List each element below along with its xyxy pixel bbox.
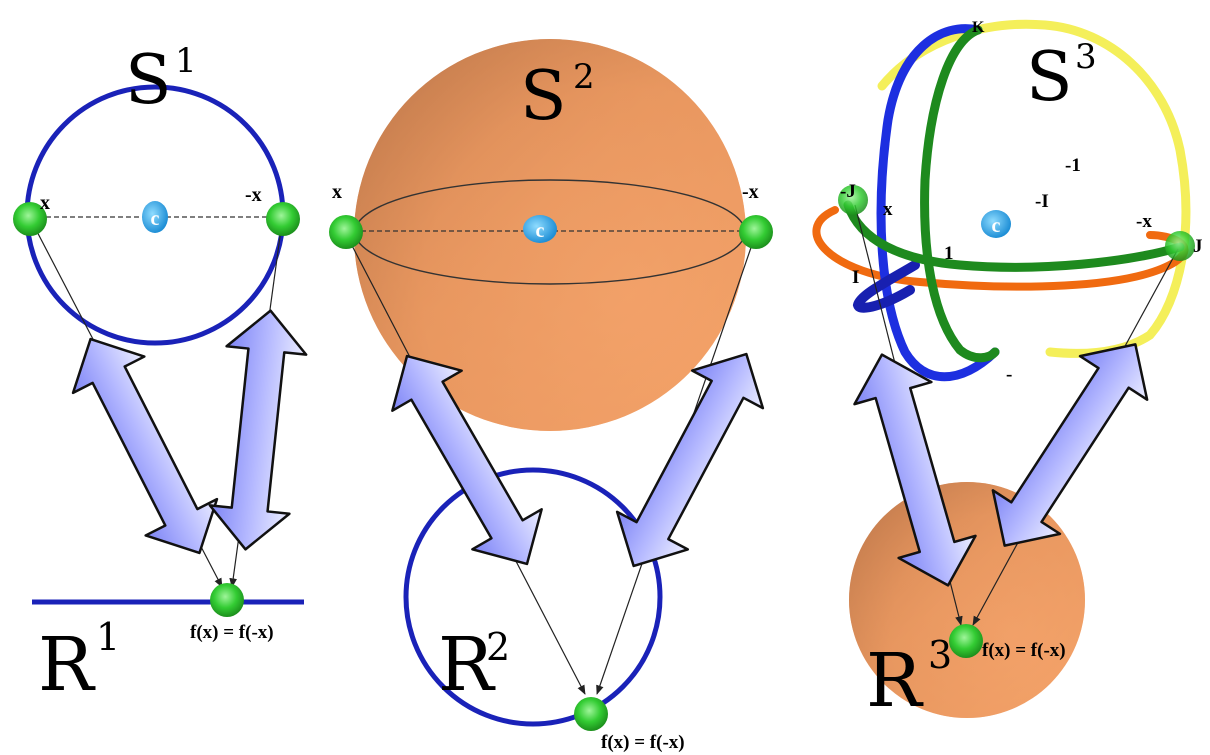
s3-double-arrow-right [991, 343, 1149, 547]
s3-exponent: 3 [1075, 37, 1097, 77]
s2-center-label: c [536, 220, 545, 242]
r1-image-point [210, 583, 244, 617]
s3-great-circle-yellow [877, 19, 1191, 358]
r1-label: R [38, 622, 96, 708]
s3-blue-loop [852, 260, 920, 313]
s3-label-minus: - [1006, 364, 1012, 385]
r2-equation: f(x) = f(-x) [601, 732, 685, 753]
panel-s3-r3: c S 3 K -J J x -x -I -1 1 I - R 3 f(x) =… [812, 19, 1203, 724]
r3-equation: f(x) = f(-x) [982, 640, 1066, 661]
s3-point-j [1165, 231, 1195, 261]
s3-label-k: K [972, 19, 985, 36]
r2-label: R [438, 622, 496, 708]
panel-s2-r2: c S 2 x -x R 2 f(x) = f(-x) [329, 39, 773, 753]
s3-point-neg-j [838, 185, 868, 215]
s2-point-neg-x [739, 215, 773, 249]
s3-point-neg-x-label: -x [1136, 211, 1152, 232]
r2-image-point [574, 697, 608, 731]
s1-label: S [125, 41, 172, 120]
s1-center-icon: c [142, 201, 168, 233]
s1-exponent: 1 [175, 41, 197, 81]
s1-center-label: c [151, 208, 160, 230]
r1-equation: f(x) = f(-x) [190, 622, 274, 643]
s3-label-i: I [852, 267, 859, 288]
s2-center-icon: c [523, 215, 557, 243]
s3-label: S [1026, 38, 1073, 117]
s3-label-one: 1 [944, 243, 954, 264]
s2-double-arrow-right [615, 352, 765, 568]
s1-point-neg-x [266, 202, 300, 236]
r2-exponent: 2 [486, 625, 510, 669]
r1-exponent: 1 [96, 615, 120, 659]
s3-label-neg-one: -1 [1065, 155, 1081, 176]
s3-center-icon: c [981, 210, 1011, 238]
s3-double-arrow-left [853, 353, 977, 587]
s3-great-circle-green-vertical [920, 25, 1000, 363]
r3-image-point [949, 624, 983, 658]
r3-label: R [866, 638, 924, 724]
s3-label-neg-j: -J [840, 181, 856, 202]
s2-point-x-label: x [332, 181, 342, 203]
s2-exponent: 2 [573, 57, 595, 97]
s3-center-label: c [992, 215, 1001, 237]
s2-point-neg-x-label: -x [742, 181, 759, 203]
s1-double-arrow-left [71, 337, 219, 555]
s3-label-neg-i: -I [1035, 191, 1049, 212]
s1-point-x [13, 202, 47, 236]
s2-point-x [329, 215, 363, 249]
s3-point-x-label: x [883, 199, 893, 220]
s1-double-arrow-right [208, 309, 308, 551]
s1-point-x-label: x [40, 192, 50, 214]
s3-great-circle-green-horizontal [843, 200, 1185, 272]
s2-label: S [520, 57, 567, 136]
r2-circle [403, 467, 663, 727]
panel-s1-r1: c S 1 x -x R 1 f(x) = f(-x) [13, 41, 308, 708]
s2-double-arrow-left [391, 354, 543, 566]
r3-exponent: 3 [928, 633, 952, 677]
s1-point-neg-x-label: -x [245, 184, 262, 206]
s3-label-j: J [1193, 236, 1203, 257]
